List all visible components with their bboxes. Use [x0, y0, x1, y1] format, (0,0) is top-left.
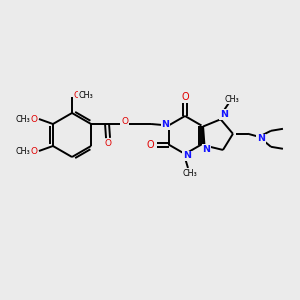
Text: O: O [105, 140, 112, 148]
Text: O: O [30, 146, 38, 155]
Text: O: O [74, 91, 80, 100]
Text: CH₃: CH₃ [224, 95, 239, 104]
Text: N: N [257, 134, 265, 143]
Text: O: O [147, 140, 154, 149]
Text: O: O [30, 115, 38, 124]
Text: O: O [122, 118, 129, 127]
Text: CH₃: CH₃ [16, 146, 30, 155]
Text: N: N [202, 145, 211, 154]
Text: CH₃: CH₃ [183, 169, 197, 178]
Text: N: N [161, 120, 169, 129]
Text: O: O [181, 92, 189, 102]
Text: CH₃: CH₃ [79, 91, 93, 100]
Text: N: N [183, 152, 191, 160]
Text: N: N [220, 110, 228, 119]
Text: CH₃: CH₃ [16, 115, 30, 124]
